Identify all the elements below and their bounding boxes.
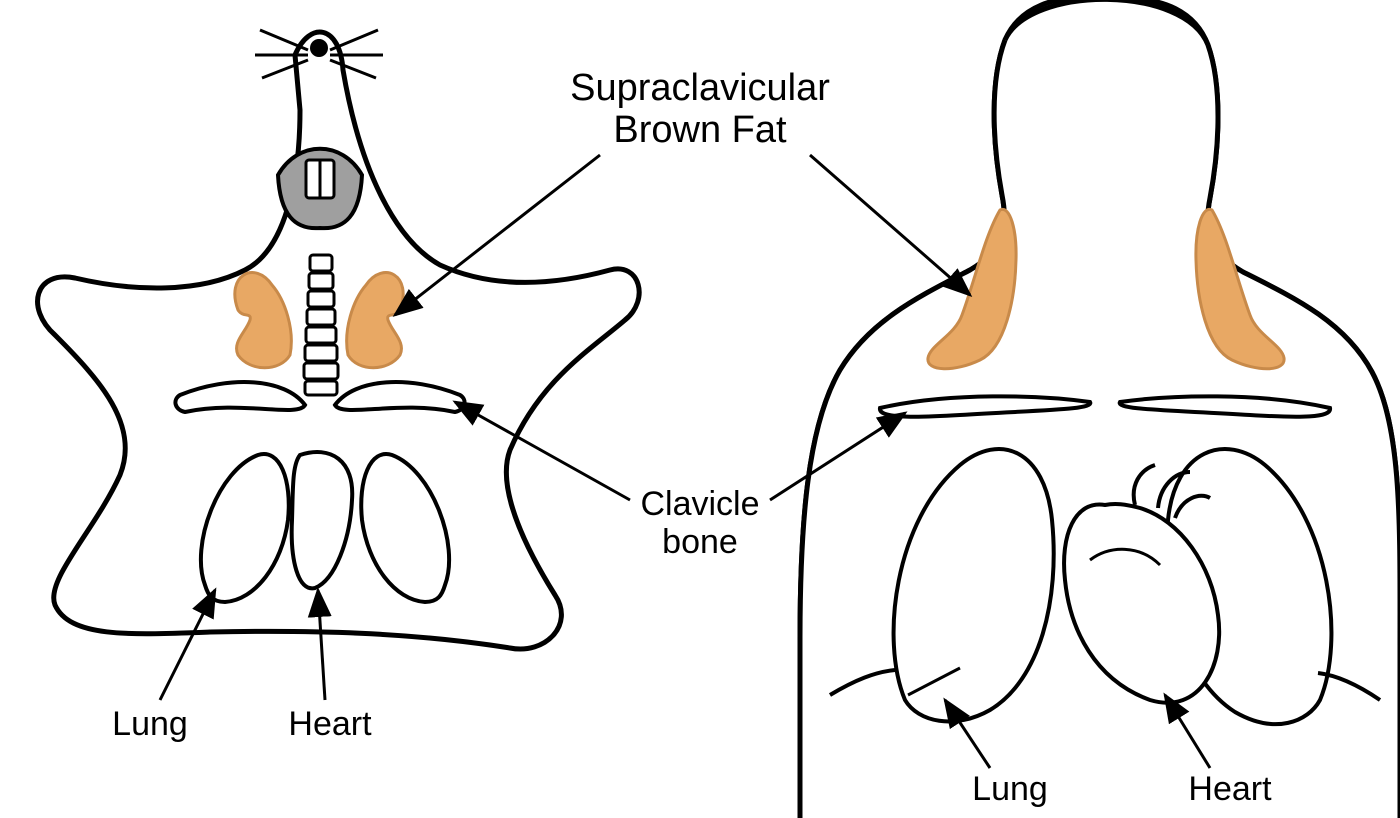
label-clavicle-bone: bone: [662, 523, 738, 561]
label-human-heart: Heart: [1188, 770, 1272, 808]
label-human-lung: Lung: [972, 770, 1048, 808]
label-supraclavicular: Supraclavicular: [570, 67, 830, 109]
label-mouse-heart: Heart: [288, 705, 372, 743]
label-brown-fat: Brown Fat: [613, 109, 787, 151]
label-clavicle: Clavicle: [640, 485, 759, 523]
mouse-spine: [304, 255, 338, 395]
label-mouse-lung: Lung: [112, 705, 188, 743]
mouse-incisors: [306, 160, 334, 198]
mouse-nose: [310, 39, 328, 57]
mouse-figure: [38, 30, 640, 649]
human-figure: [800, 0, 1400, 818]
arrow-brownfat-to-human: [810, 155, 970, 295]
